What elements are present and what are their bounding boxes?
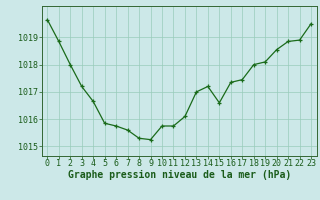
X-axis label: Graphe pression niveau de la mer (hPa): Graphe pression niveau de la mer (hPa) <box>68 170 291 180</box>
